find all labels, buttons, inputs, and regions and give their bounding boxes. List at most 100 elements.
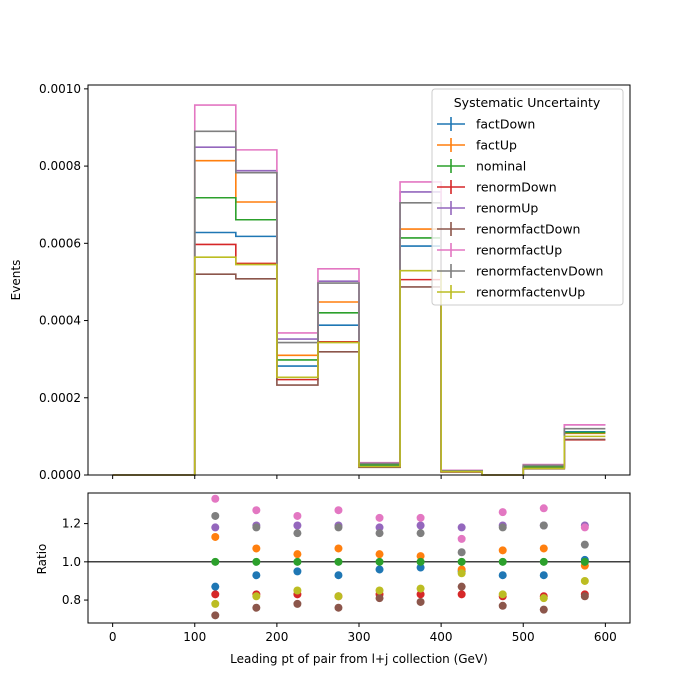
histogram-y-tick-label: 0.0010 xyxy=(39,82,81,96)
legend-item-renormfactDown: renormfactDown xyxy=(437,222,580,237)
legend-label: factUp xyxy=(476,138,517,153)
legend-label: renormUp xyxy=(476,201,538,216)
legend-item-renormfactenvDown: renormfactenvDown xyxy=(437,264,603,279)
ratio-point xyxy=(293,550,302,559)
ratio-point xyxy=(416,590,425,599)
ratio-point xyxy=(498,590,507,599)
ratio-point xyxy=(293,557,302,566)
legend-label: renormfactUp xyxy=(476,243,562,258)
legend-item-renormUp: renormUp xyxy=(437,201,538,216)
ratio-point xyxy=(211,590,220,599)
ratio-point xyxy=(375,523,384,532)
ratio-series-renormfactenvDown xyxy=(211,511,589,557)
histogram-y-tick-label: 0.0000 xyxy=(39,468,81,482)
ratio-point xyxy=(580,576,589,585)
legend-label: factDown xyxy=(476,117,535,132)
ratio-point xyxy=(416,597,425,606)
ratio-point xyxy=(334,544,343,553)
ratio-x-tick-label: 300 xyxy=(348,630,371,644)
histogram-series-group xyxy=(112,104,606,476)
ratio-point xyxy=(457,569,466,578)
ratio-x-ticks: 0 100 200 300 400 500 600 xyxy=(109,623,617,644)
ratio-point xyxy=(416,563,425,572)
ratio-x-tick-label: 400 xyxy=(430,630,453,644)
ratio-point xyxy=(293,529,302,538)
ratio-series-renormfactenvUp xyxy=(211,569,589,608)
ratio-point xyxy=(457,590,466,599)
histogram-x-ticks xyxy=(112,475,606,479)
ratio-point xyxy=(375,586,384,595)
ratio-series-group xyxy=(211,494,589,620)
legend: Systematic Uncertainty factDown factUp nom… xyxy=(431,88,624,306)
ratio-point xyxy=(252,571,261,580)
ratio-point xyxy=(498,508,507,517)
legend-item-factDown: factDown xyxy=(437,117,535,132)
ratio-point xyxy=(211,557,220,566)
ratio-x-tick-label: 0 xyxy=(109,630,117,644)
legend-title: Systematic Uncertainty xyxy=(454,95,601,110)
ratio-point xyxy=(334,506,343,515)
ratio-y-tick-label: 1.0 xyxy=(62,555,81,569)
legend-label: renormfactDown xyxy=(476,222,580,237)
ratio-y-axis-label: Ratio xyxy=(35,544,49,575)
ratio-point xyxy=(293,521,302,530)
ratio-point xyxy=(334,523,343,532)
ratio-x-tick-label: 200 xyxy=(265,630,288,644)
histogram-y-tick-label: 0.0004 xyxy=(39,314,81,328)
legend-item-renormfactUp: renormfactUp xyxy=(437,243,562,258)
ratio-point xyxy=(252,544,261,553)
ratio-point xyxy=(580,523,589,532)
ratio-point xyxy=(293,586,302,595)
ratio-point xyxy=(539,544,548,553)
ratio-point xyxy=(334,557,343,566)
ratio-point xyxy=(211,494,220,503)
legend-label: renormfactenvUp xyxy=(476,285,585,300)
x-axis-label: Leading pt of pair from l+j collection (… xyxy=(230,652,488,666)
ratio-point xyxy=(375,529,384,538)
ratio-point xyxy=(252,592,261,601)
ratio-point xyxy=(539,521,548,530)
ratio-point xyxy=(457,534,466,543)
ratio-point xyxy=(416,529,425,538)
ratio-series-nominal xyxy=(211,557,589,566)
ratio-point xyxy=(498,546,507,555)
ratio-point xyxy=(539,594,548,603)
legend-label: nominal xyxy=(476,159,526,174)
legend-items: factDown factUp nominal renormDown renormUp r… xyxy=(437,117,603,300)
ratio-point xyxy=(457,557,466,566)
legend-box xyxy=(431,88,624,306)
ratio-point xyxy=(211,599,220,608)
ratio-point xyxy=(334,603,343,612)
legend-label: renormfactenvDown xyxy=(476,264,603,279)
ratio-point xyxy=(580,540,589,549)
ratio-point xyxy=(375,513,384,522)
ratio-x-tick-label: 100 xyxy=(183,630,206,644)
ratio-point xyxy=(334,592,343,601)
ratio-point xyxy=(539,571,548,580)
ratio-panel: 0.8 1.0 1.2 0 100 200 300 400 500 600 Ratio Lead… xyxy=(35,492,631,666)
ratio-series-renormfactUp xyxy=(211,494,589,543)
ratio-point xyxy=(457,523,466,532)
ratio-point xyxy=(498,571,507,580)
ratio-point xyxy=(252,557,261,566)
ratio-point xyxy=(416,552,425,561)
ratio-point xyxy=(498,601,507,610)
ratio-point xyxy=(580,557,589,566)
histogram-panel: 0.0000 0.0002 0.0004 0.0006 0.0008 0.0010 Eve… xyxy=(9,82,631,482)
ratio-x-tick-label: 500 xyxy=(512,630,535,644)
ratio-point xyxy=(293,599,302,608)
ratio-point xyxy=(334,571,343,580)
ratio-point xyxy=(416,521,425,530)
ratio-point xyxy=(375,594,384,603)
ratio-point xyxy=(211,582,220,591)
ratio-point xyxy=(539,504,548,513)
histogram-y-tick-label: 0.0002 xyxy=(39,391,81,405)
ratio-point xyxy=(580,592,589,601)
ratio-point xyxy=(457,582,466,591)
ratio-y-ticks: 0.8 1.0 1.2 xyxy=(62,517,88,607)
ratio-point xyxy=(211,511,220,520)
ratio-x-tick-label: 600 xyxy=(594,630,617,644)
ratio-point xyxy=(293,511,302,520)
ratio-point xyxy=(252,523,261,532)
